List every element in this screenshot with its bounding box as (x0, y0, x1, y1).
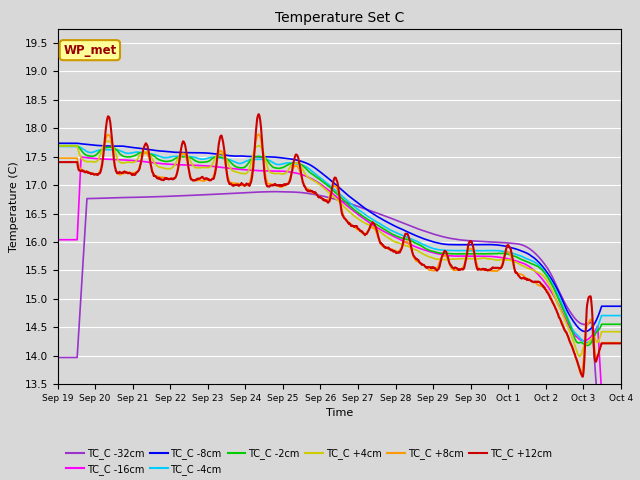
TC_C -8cm (617, 303, 625, 309)
TC_C -32cm (500, 240, 508, 246)
Line: TC_C +12cm: TC_C +12cm (58, 114, 621, 377)
TC_C +12cm (427, 264, 435, 270)
TC_C -32cm (179, 193, 187, 199)
TC_C +4cm (179, 151, 187, 157)
TC_C +12cm (179, 139, 187, 144)
Line: TC_C -16cm: TC_C -16cm (58, 157, 621, 393)
TC_C -16cm (617, 390, 625, 396)
Y-axis label: Temperature (C): Temperature (C) (9, 161, 19, 252)
TC_C -4cm (583, 340, 591, 346)
TC_C -32cm (617, 460, 625, 466)
TC_C +8cm (242, 182, 250, 188)
TC_C +4cm (576, 354, 584, 360)
TC_C -16cm (243, 167, 250, 173)
TC_C -4cm (54, 144, 61, 149)
TC_C -8cm (581, 329, 589, 335)
TC_C -32cm (242, 190, 250, 195)
TC_C -32cm (598, 460, 605, 466)
TC_C +12cm (165, 176, 173, 182)
Line: TC_C -32cm: TC_C -32cm (58, 192, 621, 463)
Title: Temperature Set C: Temperature Set C (275, 11, 404, 25)
TC_C +8cm (427, 267, 435, 273)
TC_C +12cm (242, 182, 250, 188)
TC_C -4cm (165, 155, 173, 160)
TC_C -32cm (427, 230, 435, 236)
TC_C -2cm (617, 322, 625, 327)
TC_C +8cm (179, 151, 187, 156)
TC_C -8cm (179, 150, 187, 156)
TC_C +4cm (427, 254, 435, 260)
TC_C -16cm (54, 237, 61, 242)
TC_C -4cm (179, 154, 187, 159)
TC_C -32cm (550, 278, 558, 284)
X-axis label: Time: Time (326, 408, 353, 418)
TC_C +4cm (243, 170, 250, 176)
TC_C +12cm (500, 253, 508, 259)
TC_C -2cm (242, 164, 250, 169)
TC_C +8cm (165, 176, 173, 182)
TC_C -16cm (550, 294, 558, 300)
TC_C -16cm (427, 249, 435, 255)
TC_C -32cm (165, 193, 173, 199)
TC_C -2cm (550, 286, 557, 291)
TC_C +8cm (54, 155, 61, 161)
TC_C +4cm (54, 143, 61, 149)
TC_C -16cm (179, 162, 187, 168)
TC_C -32cm (272, 189, 280, 194)
Line: TC_C -4cm: TC_C -4cm (58, 146, 621, 343)
Line: TC_C -8cm: TC_C -8cm (58, 143, 621, 332)
Legend: TC_C -32cm, TC_C -16cm, TC_C -8cm, TC_C -4cm, TC_C -2cm, TC_C +4cm, TC_C +8cm, T: TC_C -32cm, TC_C -16cm, TC_C -8cm, TC_C … (63, 444, 556, 479)
TC_C +4cm (500, 257, 508, 263)
TC_C +12cm (617, 340, 625, 346)
TC_C +12cm (550, 303, 558, 309)
Line: TC_C +4cm: TC_C +4cm (58, 141, 621, 357)
TC_C -2cm (165, 158, 173, 164)
TC_C +4cm (166, 166, 173, 172)
TC_C +8cm (500, 252, 508, 258)
TC_C +4cm (617, 329, 625, 335)
TC_C +12cm (579, 374, 587, 380)
TC_C -8cm (500, 243, 508, 249)
TC_C -2cm (54, 143, 61, 148)
TC_C +12cm (255, 111, 262, 117)
TC_C -8cm (242, 154, 250, 159)
Text: WP_met: WP_met (63, 44, 116, 57)
TC_C -16cm (500, 255, 508, 261)
TC_C -4cm (617, 312, 625, 318)
TC_C -16cm (77, 154, 85, 160)
TC_C -4cm (242, 158, 250, 164)
TC_C -4cm (550, 284, 557, 289)
TC_C -2cm (584, 343, 591, 348)
TC_C +8cm (550, 302, 558, 308)
TC_C -8cm (550, 280, 557, 286)
TC_C -4cm (500, 249, 508, 254)
TC_C -16cm (166, 161, 173, 167)
TC_C -4cm (427, 245, 435, 251)
TC_C -32cm (54, 355, 61, 360)
TC_C -8cm (427, 238, 435, 244)
TC_C +4cm (550, 292, 558, 298)
TC_C -2cm (427, 248, 435, 253)
TC_C +8cm (617, 340, 625, 346)
Line: TC_C +8cm: TC_C +8cm (58, 134, 621, 373)
Line: TC_C -2cm: TC_C -2cm (58, 145, 621, 346)
TC_C -8cm (54, 140, 61, 146)
TC_C -8cm (165, 149, 173, 155)
TC_C -2cm (179, 154, 187, 160)
TC_C -2cm (500, 251, 508, 256)
TC_C +4cm (103, 138, 111, 144)
TC_C -16cm (598, 390, 605, 396)
TC_C +8cm (255, 132, 262, 137)
TC_C +12cm (54, 159, 61, 165)
TC_C +8cm (577, 371, 585, 376)
